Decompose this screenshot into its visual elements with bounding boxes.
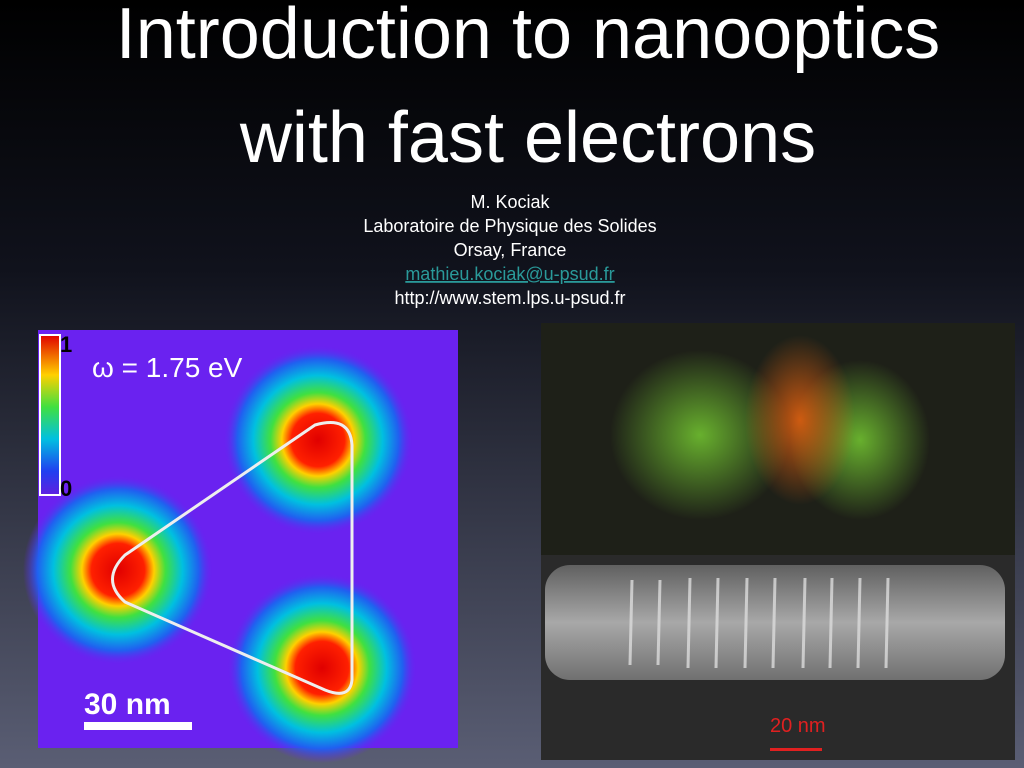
- email-link[interactable]: mathieu.kociak@u-psud.fr: [405, 264, 614, 284]
- right-image: 20 nm: [541, 323, 1015, 760]
- colorbar-max: 1: [60, 332, 72, 357]
- left-image: 1 0 ω = 1.75 eV 30 nm: [23, 330, 458, 763]
- scale-label: 30 nm: [84, 688, 171, 721]
- author-name: M. Kociak: [470, 192, 550, 212]
- energy-label: ω = 1.75 eV: [92, 352, 243, 383]
- website: http://www.stem.lps.u-psud.fr: [394, 288, 625, 308]
- title-line: Introduction to nanooptics: [116, 0, 941, 74]
- author-place: Orsay, France: [454, 240, 567, 260]
- title-line: with fast electrons: [239, 98, 816, 178]
- author-lab: Laboratoire de Physique des Solides: [363, 216, 656, 236]
- colorbar-min: 0: [60, 476, 72, 501]
- scale-label: 20 nm: [770, 715, 826, 737]
